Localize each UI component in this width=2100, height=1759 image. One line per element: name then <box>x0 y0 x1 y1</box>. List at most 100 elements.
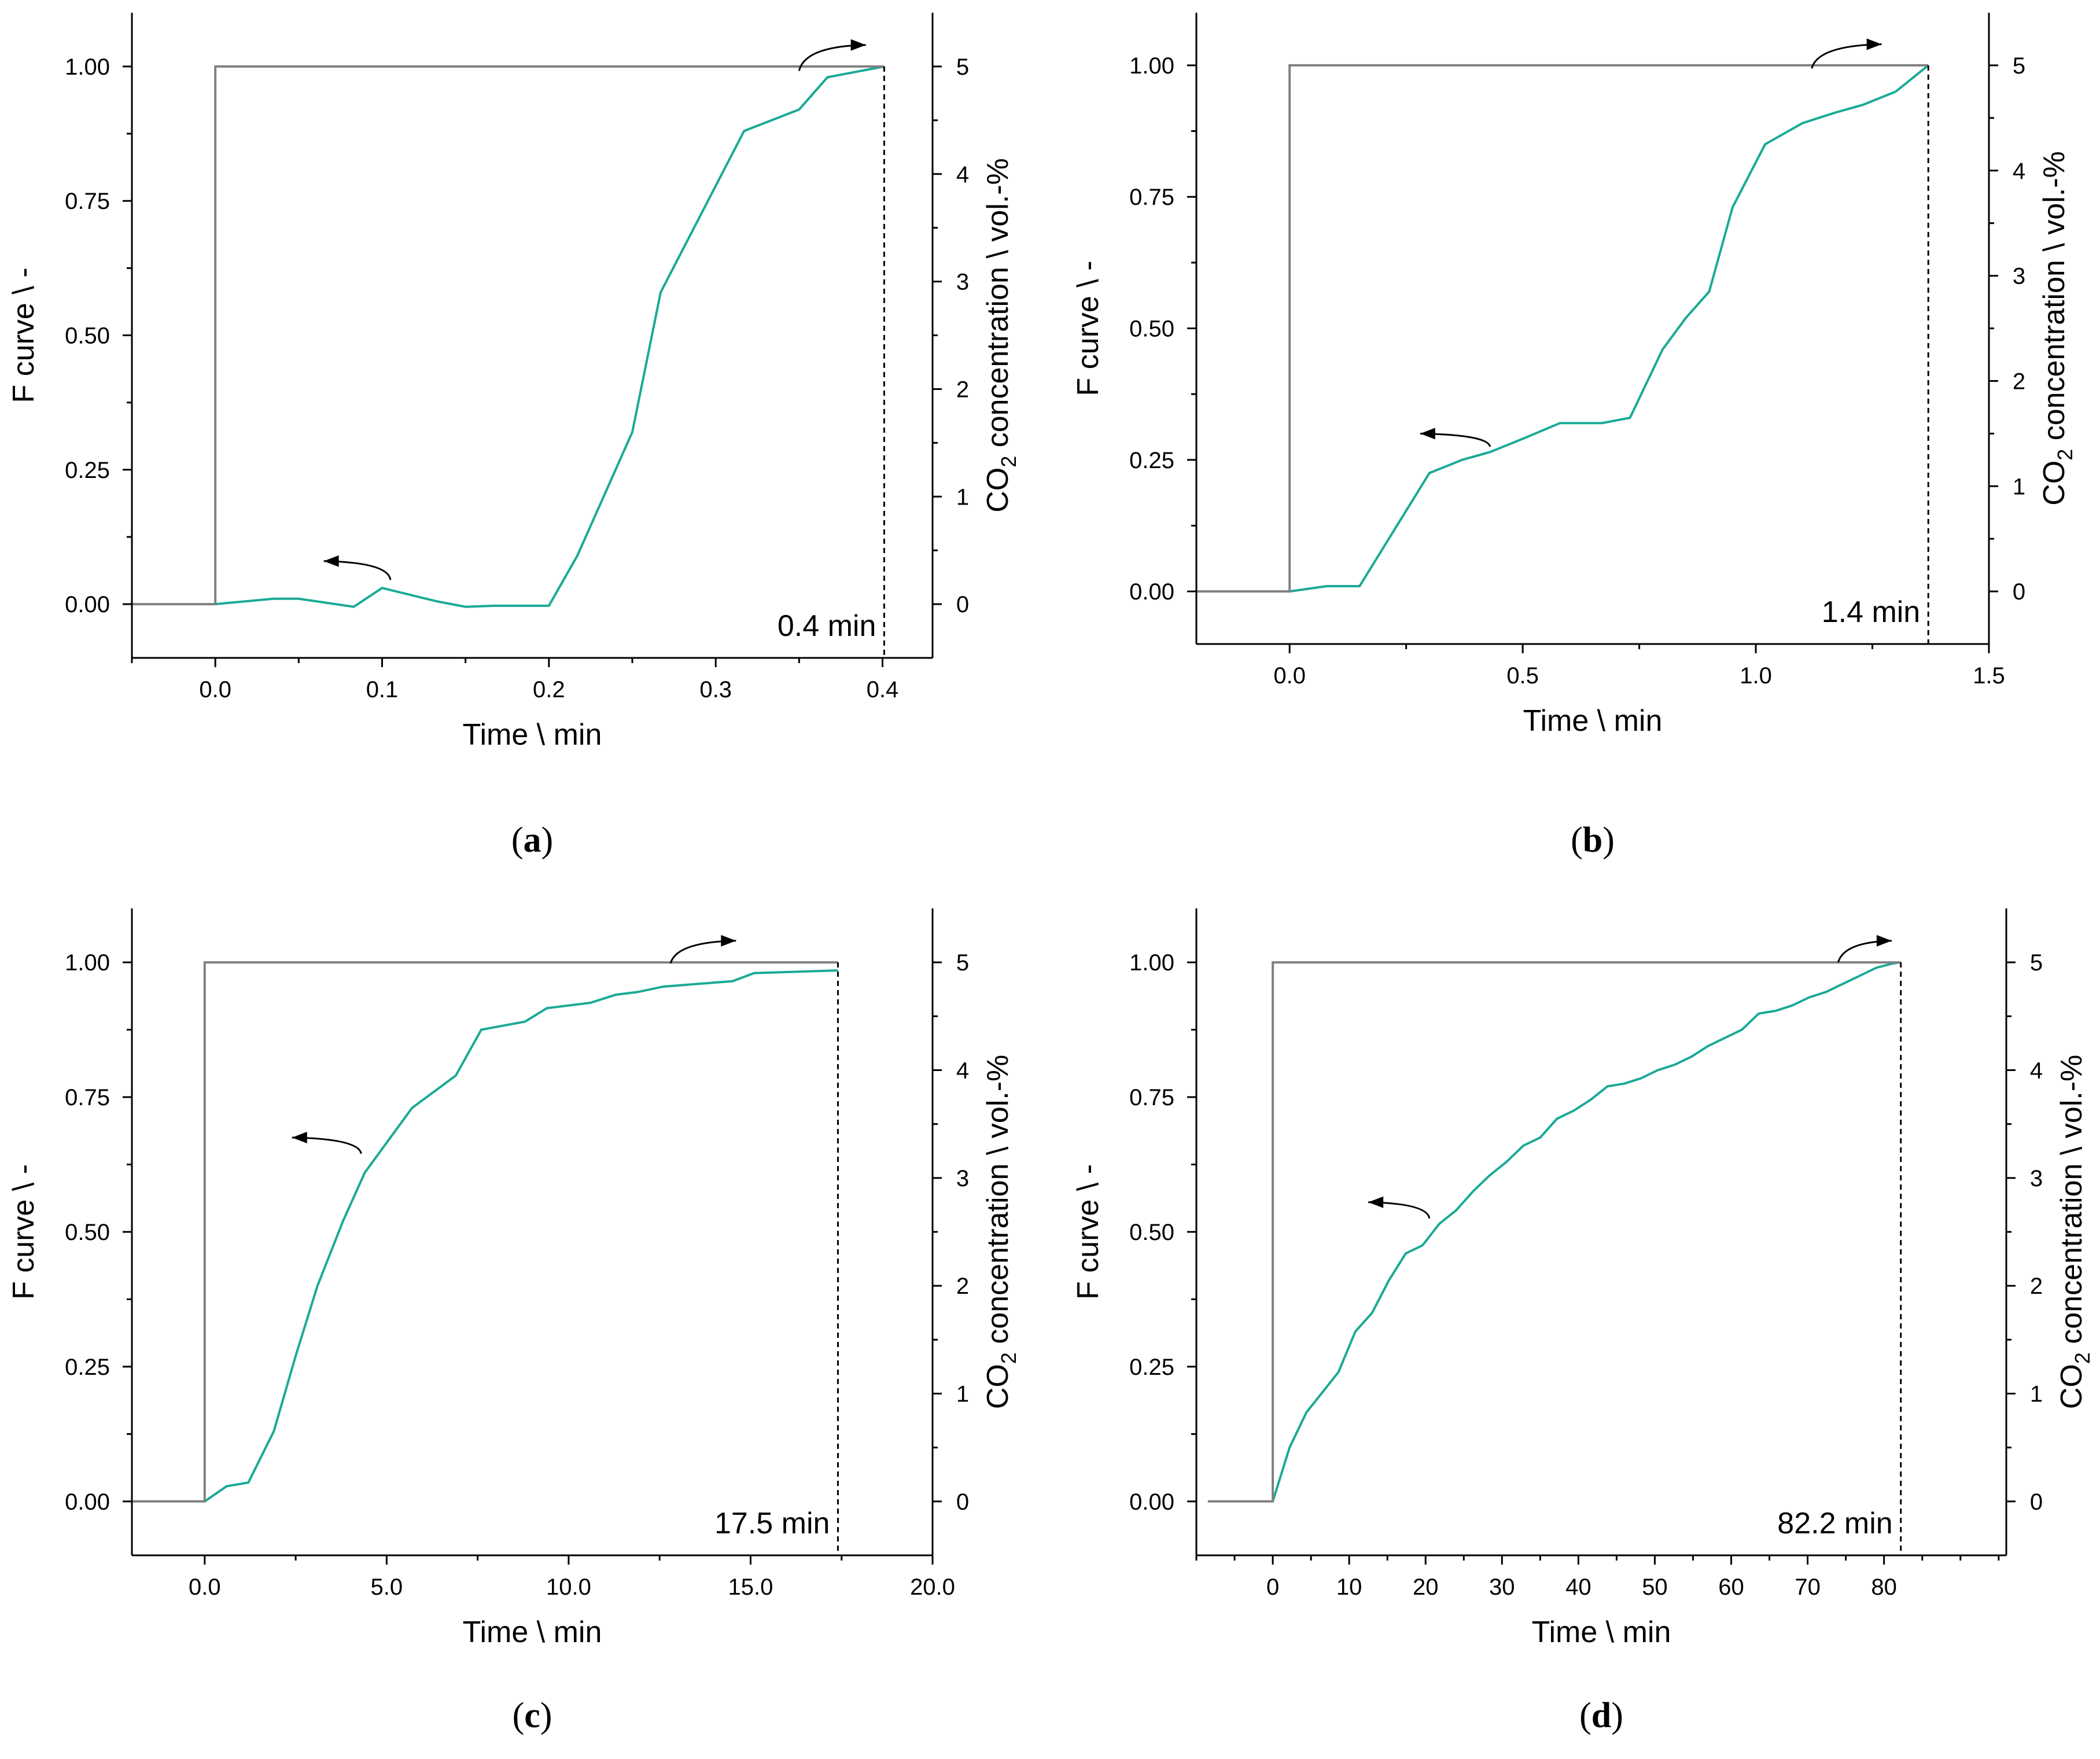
y-tick-label: 0.50 <box>1129 1220 1174 1245</box>
chart-panel-d: 0 10 20 30 40 50 60 70 80 0.00 0.25 0.50 0.75 1.00 0 1 2… <box>1071 908 2094 1735</box>
y2-axis-title: CO2 concentration \ vol.-% <box>2038 151 2077 506</box>
co2-concentration-line <box>1207 961 1901 1503</box>
x-axis-title: Time \ min <box>1532 1616 1671 1649</box>
y2-axis-title-subscript: 2 <box>997 456 1020 468</box>
x-tick-label: 70 <box>1795 1574 1821 1600</box>
y-tick-label: 0.50 <box>65 323 110 349</box>
x-tick-label: 80 <box>1871 1574 1897 1600</box>
chart-panel-c: 0.0 5.0 10.0 15.0 20.0 0.00 0.25 0.50 0.75 1.00 0 1… <box>7 908 1020 1735</box>
y2-axis-title-suffix: concentration \ vol.-% <box>2055 1055 2088 1352</box>
y-tick-label: 0.75 <box>65 189 110 214</box>
y-tick-label: 1.00 <box>65 950 110 976</box>
y-tick-label: 0.50 <box>1129 317 1174 342</box>
y2-tick-label: 4 <box>2013 159 2025 184</box>
panel-label-open: ( <box>1579 1696 1591 1735</box>
x-tick-label: 10.0 <box>546 1574 591 1600</box>
y2-tick-label: 1 <box>2013 474 2025 499</box>
panels: 0.0 0.1 0.2 0.3 0.40.000.250.500.751.0001234… <box>7 13 2094 1735</box>
x-tick-label: 40 <box>1565 1574 1591 1600</box>
panel-label-open: ( <box>511 820 524 860</box>
x-tick-label: 0.4 <box>867 677 899 702</box>
panel-label-close: ) <box>1611 1696 1623 1735</box>
y-axis-title: F curve \ - <box>1071 260 1105 396</box>
y2-tick-label: 1 <box>956 1382 969 1407</box>
y-tick-label: 0.25 <box>1129 448 1174 473</box>
left-axis-arrow <box>1368 1196 1431 1219</box>
y2-tick-label: 5 <box>956 54 969 80</box>
chart-panel-a: 0.0 0.1 0.2 0.3 0.4 0.00 0.25 0.50 0.75 1.00 0 1 2 3 4… <box>7 13 1020 860</box>
y2-tick-label: 0 <box>956 592 969 617</box>
y2-tick-label: 2 <box>956 1274 969 1299</box>
y2-axis-title-suffix: concentration \ vol.-% <box>2038 151 2071 448</box>
right-axis-arrow <box>798 39 866 71</box>
x-axis-title: Time \ min <box>463 1616 602 1649</box>
right-axis-arrow-head <box>1866 38 1882 50</box>
y2-tick-label: 3 <box>2013 264 2025 289</box>
y-tick-label: 0.00 <box>1129 579 1174 605</box>
y2-tick-label: 5 <box>2030 950 2043 976</box>
y-tick-label: 0.25 <box>65 458 110 483</box>
x-tick-label: 0.0 <box>1273 663 1306 689</box>
y-tick-label: 0.00 <box>1129 1489 1174 1515</box>
f-curve-line <box>1289 64 1929 593</box>
x-tick-label: 0.5 <box>1506 663 1539 689</box>
y-tick-label: 0.00 <box>65 1489 110 1515</box>
right-axis-arrow <box>1811 38 1882 69</box>
x-tick-label: 20.0 <box>910 1574 955 1600</box>
y2-tick-label: 3 <box>2030 1166 2043 1191</box>
left-axis-arrow <box>323 555 392 580</box>
left-axis-arrow-head <box>323 555 339 567</box>
panel-label-letter: a <box>524 820 541 860</box>
panel-label-close: ) <box>540 1696 552 1735</box>
y2-tick-label: 0 <box>2030 1489 2043 1515</box>
y2-axis-title-prefix: CO <box>981 468 1015 513</box>
y-tick-label: 0.25 <box>1129 1355 1174 1380</box>
y-tick-label: 0.25 <box>65 1355 110 1380</box>
y-axis-title: F curve \ - <box>1071 1164 1105 1300</box>
x-tick-label: 0.0 <box>199 677 231 702</box>
x-tick-label: 10 <box>1336 1574 1362 1600</box>
right-axis-arrow-head <box>850 39 866 51</box>
y2-tick-label: 5 <box>2013 53 2025 79</box>
co2-concentration-line <box>132 961 838 1503</box>
chart-panel-b: 0.0 0.5 1.0 1.5 0.00 0.25 0.50 0.75 1.00 0 1 2 3 4 5 Ti… <box>1071 13 2077 860</box>
y2-axis-title-suffix: concentration \ vol.-% <box>981 1055 1015 1352</box>
right-axis-arrow-head <box>721 934 736 947</box>
y2-axis-title: CO2 concentration \ vol.-% <box>981 158 1020 513</box>
y2-tick-label: 2 <box>2030 1274 2043 1299</box>
x-tick-label: 20 <box>1413 1574 1439 1600</box>
panel-label-open: ( <box>1571 820 1583 860</box>
left-axis-arrow <box>292 1131 362 1154</box>
breakthrough-time-label: 1.4 min <box>1822 595 1921 629</box>
x-tick-label: 60 <box>1718 1574 1744 1600</box>
left-axis-arrow <box>1420 428 1491 447</box>
y2-tick-label: 3 <box>956 1166 969 1191</box>
y2-axis-title-subscript: 2 <box>2053 449 2077 461</box>
y2-tick-label: 1 <box>956 484 969 510</box>
breakthrough-time-label: 82.2 min <box>1777 1507 1892 1540</box>
x-tick-label: 15.0 <box>728 1574 773 1600</box>
right-axis-arrow <box>669 934 736 964</box>
y-tick-label: 0.75 <box>65 1085 110 1110</box>
y2-tick-label: 4 <box>956 162 969 187</box>
y2-tick-label: 1 <box>2030 1382 2043 1407</box>
x-tick-label: 0.1 <box>366 677 399 702</box>
x-tick-label: 0.3 <box>699 677 732 702</box>
y-tick-label: 1.00 <box>65 54 110 80</box>
x-axis-title: Time \ min <box>1523 704 1663 738</box>
y-tick-label: 0.75 <box>1129 1085 1174 1110</box>
y2-tick-label: 4 <box>956 1058 969 1084</box>
y2-axis-title-prefix: CO <box>2038 461 2071 506</box>
y2-axis-title-suffix: concentration \ vol.-% <box>981 158 1015 455</box>
co2-concentration-line <box>1196 64 1929 593</box>
y2-tick-label: 2 <box>2013 369 2025 394</box>
co2-concentration-line <box>132 65 885 606</box>
x-tick-label: 0 <box>1266 1574 1279 1600</box>
y-tick-label: 0.75 <box>1129 185 1174 210</box>
x-tick-label: 50 <box>1642 1574 1668 1600</box>
y2-axis-title-subscript: 2 <box>997 1352 1020 1364</box>
x-tick-label: 1.5 <box>1973 663 2005 689</box>
y2-tick-label: 5 <box>956 950 969 976</box>
